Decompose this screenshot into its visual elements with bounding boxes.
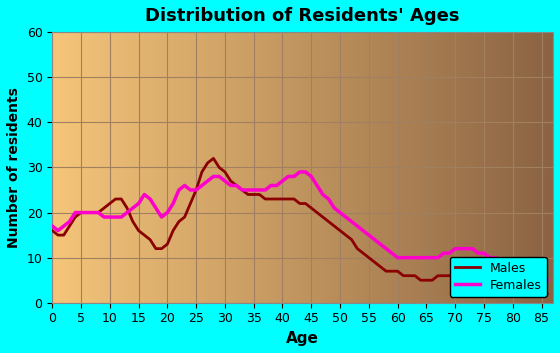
Females (129, 206, 136, 210)
Males (544, 292, 550, 296)
Females (158, 215, 165, 219)
Males (302, 202, 309, 206)
Females (49, 224, 55, 228)
X-axis label: Age: Age (286, 331, 319, 346)
Line: Males: Males (52, 158, 547, 294)
Y-axis label: Number of residents: Number of residents (7, 87, 21, 248)
Males (492, 292, 499, 296)
Females (193, 188, 199, 192)
Males (458, 278, 464, 282)
Males (193, 188, 199, 192)
Females (302, 170, 309, 174)
Females (256, 188, 263, 192)
Females (296, 170, 303, 174)
Males (129, 220, 136, 224)
Legend: Males, Females: Males, Females (450, 257, 547, 297)
Line: Females: Females (52, 172, 547, 280)
Females (458, 246, 464, 251)
Males (262, 197, 269, 201)
Females (544, 278, 550, 282)
Males (158, 246, 165, 251)
Title: Distribution of Residents' Ages: Distribution of Residents' Ages (146, 7, 460, 25)
Males (210, 156, 217, 161)
Males (49, 228, 55, 233)
